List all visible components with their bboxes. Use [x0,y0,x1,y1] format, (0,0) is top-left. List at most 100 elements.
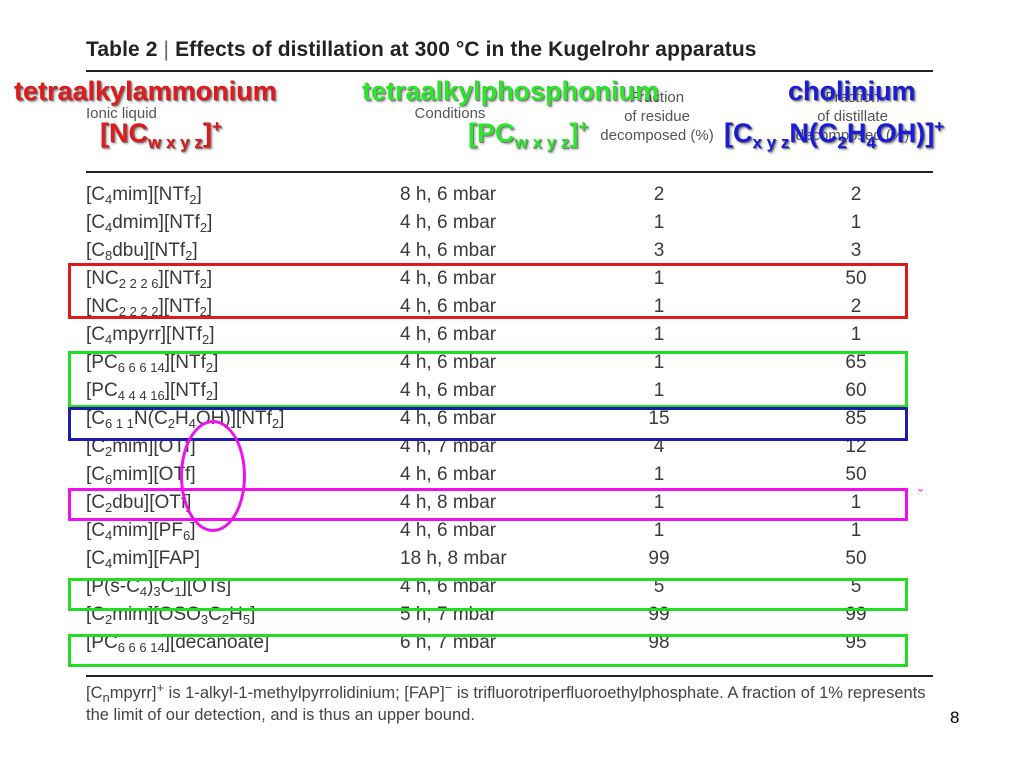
table-row: [C4mim][PF6] 4 h, 6 mbar 1 1 [86,520,933,544]
dbu-highlight-box [68,488,908,521]
conditions-cell: 4 h, 6 mbar [400,408,497,429]
table-row: [NC2 2 2 2][NTf2] 4 h, 6 mbar 1 2 [86,296,933,320]
table-number: Table 2 [86,38,158,61]
ionic-liquid-cell: [P(s-C4)3C1][OTs] [86,576,232,599]
phosphonium-label: tetraalkylphosphonium [362,76,660,106]
distillate-cell: 95 [845,632,867,653]
cholinium-formula: [Cx y zN(C2H4OH)]+ [724,117,945,152]
table-row: [PC4 4 4 16][NTf2] 4 h, 6 mbar 1 60 [86,380,933,404]
residue-cell: 4 [653,436,665,457]
ionic-liquid-cell: [C2mim][OTf] [86,436,196,459]
distillate-cell: 50 [845,464,867,485]
distillate-cell: 1 [850,520,862,541]
header-distillate: Fraction of distillate decomposed (%) [775,88,930,145]
conditions-cell: 4 h, 6 mbar [400,240,497,261]
conditions-cell: 4 h, 6 mbar [400,380,497,401]
conditions-cell: 4 h, 6 mbar [400,324,497,345]
residue-cell: 1 [653,380,665,401]
table-row: [C6 1 1N(C2H4OH)][NTf2] 4 h, 6 mbar 15 85 [86,408,933,432]
ionic-liquid-cell: [NC2 2 2 2][NTf2] [86,296,213,319]
table-row: [C8dbu][NTf2] 4 h, 6 mbar 3 3 [86,240,933,264]
distillate-cell: 1 [850,492,862,513]
distillate-cell: 12 [845,436,867,457]
residue-cell: 1 [653,464,665,485]
ionic-liquid-cell: [C2dbu][OTf] [86,492,192,515]
conditions-cell: 4 h, 6 mbar [400,464,497,485]
conditions-cell: 4 h, 6 mbar [400,296,497,317]
conditions-cell: 4 h, 8 mbar [400,492,497,513]
table-row: [PC6 6 6 14][NTf2] 4 h, 6 mbar 1 65 [86,352,933,376]
residue-cell: 1 [653,492,665,513]
ionic-liquid-cell: [C4dmim][NTf2] [86,212,213,235]
header-residue-line1: Fraction [629,89,685,106]
conditions-cell: 6 h, 7 mbar [400,632,497,653]
ionic-liquid-cell: [C4mim][FAP] [86,548,200,571]
phosphonium-highlight-box [68,351,908,408]
table-row: [P(s-C4)3C1][OTs] 4 h, 6 mbar 5 5 [86,576,933,600]
distillate-cell: 50 [845,268,867,289]
conditions-cell: 4 h, 6 mbar [400,576,497,597]
distillate-cell: 1 [850,212,862,233]
distillate-cell: 85 [845,408,867,429]
residue-cell: 1 [653,324,665,345]
residue-cell: 99 [648,548,670,569]
table-row: [C2dbu][OTf] 4 h, 8 mbar 1 1 [86,492,933,516]
ammonium-highlight-box [68,263,908,319]
residue-cell: 1 [653,296,665,317]
table-row: [C4mpyrr][NTf2] 4 h, 6 mbar 1 1 [86,324,933,348]
ionic-liquid-cell: [C4mpyrr][NTf2] [86,324,215,347]
table-row: [NC2 2 2 6][NTf2] 4 h, 6 mbar 1 50 [86,268,933,292]
title-separator: | [163,38,170,61]
header-residue: Fraction of residue decomposed (%) [584,88,730,145]
residue-cell: 2 [653,184,665,205]
conditions-cell: 18 h, 8 mbar [400,548,507,569]
residue-cell: 5 [653,576,665,597]
footnote: [Cnmpyrr]+ is 1-alkyl-1-methylpyrrolidin… [86,680,926,724]
cholinium-label: cholinium [788,76,916,106]
header-distillate-line2: of distillate [817,108,888,125]
ionic-liquid-cell: [C4mim][NTf2] [86,184,202,207]
ionic-liquid-cell: [NC2 2 2 6][NTf2] [86,268,213,291]
ammonium-formula: [NCw x y z]+ [100,117,222,152]
distillate-cell: 60 [845,380,867,401]
ionic-liquid-cell: [C8dbu][NTf2] [86,240,198,263]
table-row: [C4dmim][NTf2] 4 h, 6 mbar 1 1 [86,212,933,236]
header-distillate-line1: Fraction [825,89,880,106]
top-rule [86,70,933,72]
residue-cell: 3 [653,240,665,261]
conditions-cell: 4 h, 6 mbar [400,520,497,541]
residue-cell: 1 [653,520,665,541]
page-number: 8 [950,708,960,727]
table-row: [C4mim][FAP] 18 h, 8 mbar 99 50 [86,548,933,572]
header-rule [86,171,933,173]
header-distillate-line3: decomposed (%) [795,127,910,144]
residue-cell: 98 [648,632,670,653]
conditions-cell: 4 h, 6 mbar [400,268,497,289]
phosphonium-formula: [PCw x y z]+ [468,117,589,152]
table-title: Table 2 | Effects of distillation at 300 °… [86,38,757,62]
header-residue-line3: decomposed (%) [600,127,714,144]
magenta-mark: ˇ [918,488,924,505]
distillate-cell: 2 [850,296,862,317]
distillate-cell: 65 [845,352,867,373]
residue-cell: 1 [653,352,665,373]
residue-cell: 15 [648,408,670,429]
ionic-liquid-cell: [PC4 4 4 16][NTf2] [86,380,219,403]
residue-cell: 1 [653,268,665,289]
table-row: [C6mim][OTf] 4 h, 6 mbar 1 50 [86,464,933,488]
table-row: [C4mim][NTf2] 8 h, 6 mbar 2 2 [86,184,933,208]
header-conditions: Conditions [414,105,486,122]
distillate-cell: 3 [850,240,862,261]
distillate-cell: 1 [850,324,862,345]
conditions-cell: 4 h, 7 mbar [400,436,497,457]
residue-cell: 1 [653,212,665,233]
conditions-cell: 8 h, 6 mbar [400,184,497,205]
conditions-cell: 4 h, 6 mbar [400,212,497,233]
otf-highlight-ellipse [180,420,246,532]
conditions-cell: 4 h, 6 mbar [400,352,497,373]
cholinium-highlight-box [68,407,908,441]
ionic-liquid-cell: [C6mim][OTf] [86,464,196,487]
table-row: [PC6 6 6 14][decanoate] 6 h, 7 mbar 98 95 [86,632,933,656]
table-row: [C2mim][OTf] 4 h, 7 mbar 4 12 [86,436,933,460]
ionic-liquid-cell: [PC6 6 6 14][decanoate] [86,632,270,655]
